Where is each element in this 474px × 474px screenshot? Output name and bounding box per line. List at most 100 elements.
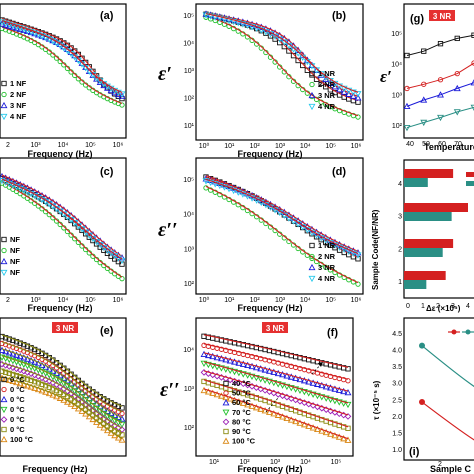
panel-c-point [119,276,125,282]
panel-h-bar-teal [404,212,452,221]
panel-e-point [13,351,21,358]
panel-e-legend-marker [0,435,8,443]
panel-f-point [300,389,308,396]
panel-f-xlabel: Frequency (Hz) [237,464,302,474]
panel-f-point [344,388,352,396]
panel-f-point [309,391,317,398]
panel-b-point [234,20,242,27]
panel-b-point [220,16,228,23]
panel-e-point [53,392,61,400]
panel-f-fit-line [203,334,349,368]
panel-f-point [327,384,335,391]
panel-f-point [292,417,300,425]
panel-f-point [287,385,295,392]
panel-b-point [207,16,214,22]
panel-e-series-6 [0,368,125,438]
panel-d-point [234,189,242,196]
panel-h-bar-red [404,271,446,280]
panel-f-point [235,359,243,366]
panel-e-frame [0,317,127,457]
panel-g-point [403,102,411,110]
panel-c-xtick: 2 [6,297,10,304]
panel-g-xtick: 60 [438,141,446,148]
panel-e-fit-line [1,376,123,439]
panel-c-xtick: 10⁵ [85,297,96,304]
panel-i-legend-red-dot [451,329,457,335]
panel-e-point [17,374,23,380]
panel-g-point [404,85,410,92]
panel-b-fit-line [205,15,359,117]
panel-d-ylabel: ε′′ [158,219,177,241]
panel-a-point [118,92,126,99]
panel-e-point [5,376,13,383]
panel-f-point [335,433,343,440]
panel-h-xtick: 0 [406,303,410,310]
panel-e-point [45,389,53,397]
panel-h-bar-teal [404,280,427,289]
panel-a-legend-marker [0,113,8,121]
panel-i-series-line [421,401,474,441]
panel-c-tag: (c) [100,166,114,178]
panel-b-ytick: 10⁵ [183,13,194,20]
panel-a-point [9,23,17,30]
panel-f-point [292,374,300,381]
panel-f-point [231,358,239,365]
panel-g-series-line [406,82,474,107]
panel-d-legend-marker [308,275,316,283]
panel-g-ylabel: ε′ [380,67,392,86]
panel-d-point [253,193,261,201]
panel-d-point [355,281,361,287]
panel-i-ytick: 2.5 [392,397,402,404]
panel-e-point [23,382,31,389]
panel-f-legend-marker [223,380,229,387]
panel-b-point [207,13,215,20]
panel-e-point [2,347,10,355]
panel-f-point [274,369,282,377]
panel-i-ytick: 1.5 [392,430,402,437]
panel-f-legend-label: 40 °C [232,379,251,388]
panel-b-xtick: 10⁵ [325,143,336,150]
panel-f-legend-marker [223,428,229,435]
panel-g-frame [403,3,474,139]
panel-f-point [331,431,339,439]
panel-f-point [204,388,212,395]
panel-d-legend-label: 2 NR [318,252,336,261]
panel-a-tag: (a) [100,10,114,22]
panel-d-frame [195,157,364,295]
panel-f-legend-marker [223,390,229,396]
panel-e-legend-label: 0 °C [10,425,25,434]
panel-e-legend-label: 0 °C [10,385,25,394]
panel-b-plot [202,10,362,120]
panel-a-point [118,91,126,98]
panel-b-point [267,31,274,38]
panel-c-legend-label: NF [10,235,20,244]
panel-a-legend-marker [0,101,8,109]
panel-f-point [244,401,252,408]
panel-f-point [217,392,225,399]
panel-b-legend-label: 1 NR [318,69,336,78]
panel-g-point [437,91,444,98]
panel-h-bar-teal [404,178,428,187]
panel-a-xtick: 10⁵ [85,142,96,149]
panel-f-point [345,425,351,431]
panel-d-point [211,181,219,188]
panel-f-point [226,367,234,374]
panel-d-point [349,250,357,257]
panel-d-point [248,191,256,199]
panel-e-point [49,391,57,398]
panel-e-point [118,415,126,422]
panel-f-point [204,351,212,359]
panel-f-point [292,386,300,393]
panel-f-ytick: 10⁴ [183,347,194,354]
panel-b-xtick: 10⁴ [300,143,311,150]
panel-e-point [13,372,20,379]
panel-b-point [349,92,357,99]
panel-i-ytick: 3.5 [392,364,402,371]
panel-d-point [257,199,265,207]
panel-b-point [248,24,256,31]
panel-g-point [420,119,428,127]
panel-f-series-4 [200,360,352,409]
panel-i-point [419,399,425,406]
panel-f-tag: (f) [327,327,338,339]
panel-i-ytick: 3.0 [392,381,402,388]
